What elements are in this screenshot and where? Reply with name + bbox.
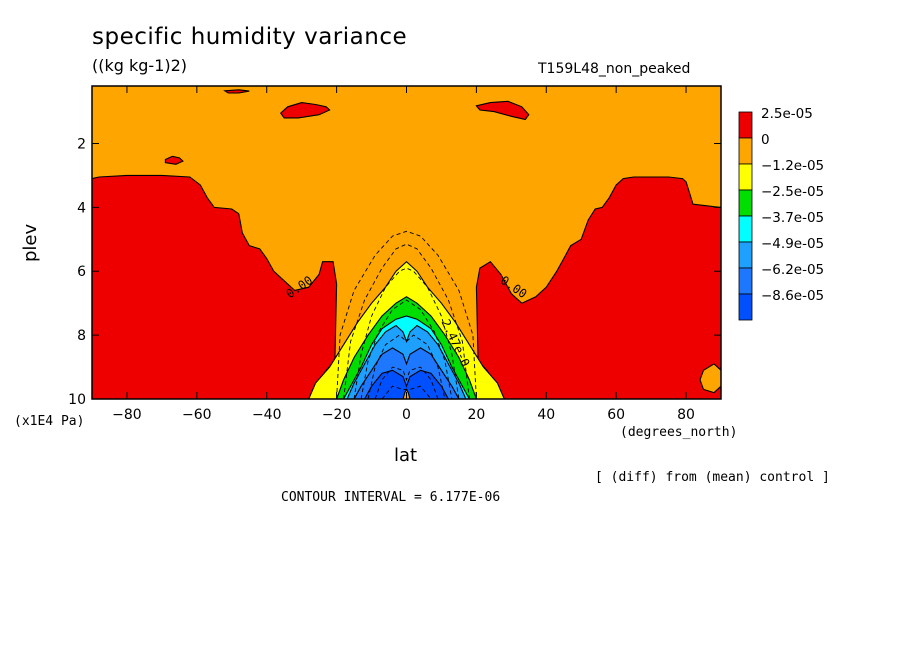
y-tick-label: 8	[77, 328, 86, 344]
y-tick-label: 10	[68, 392, 86, 408]
dashed-contour-0	[336, 230, 477, 399]
contour-region-positive-3	[475, 100, 530, 121]
x-tick-label: 60	[607, 407, 625, 423]
legend-label: 0	[761, 132, 770, 148]
contour-region-positive-13	[699, 363, 721, 394]
run-label: T159L48_non_peaked	[538, 61, 691, 77]
x-tick-label: −60	[182, 407, 212, 423]
x-tick-label: 20	[467, 407, 485, 423]
legend-label: −4.9e-05	[761, 236, 824, 252]
legend-label: −2.5e-05	[761, 184, 824, 200]
legend-swatch	[738, 215, 753, 243]
contour-interval: CONTOUR INTERVAL = 6.177E-06	[281, 490, 501, 505]
dashed-contour-2	[353, 267, 460, 399]
dashed-contour-4	[367, 334, 446, 399]
legend-swatch	[738, 189, 753, 217]
chart-units: ((kg kg-1)2)	[92, 56, 188, 75]
legend-label: −3.7e-05	[761, 210, 824, 226]
dashed-contour-6	[381, 385, 432, 399]
legend-label: 2.5e-05	[761, 106, 813, 122]
x-axis-label: lat	[394, 445, 418, 466]
dashed-contour-1	[343, 243, 470, 399]
y-axis-units: (x1E4 Pa)	[14, 414, 85, 429]
y-tick-label: 4	[77, 200, 86, 216]
contour-region-positive-1	[475, 176, 721, 399]
legend-swatch	[738, 293, 753, 321]
contour-region-positive-5	[223, 89, 250, 94]
x-tick-label: −20	[322, 407, 352, 423]
y-tick-label: 6	[77, 264, 86, 280]
x-tick-label: 0	[402, 407, 411, 423]
y-tick-label: 2	[77, 136, 86, 152]
legend-label: −6.2e-05	[761, 262, 824, 278]
legend-swatch	[738, 111, 753, 139]
legend-swatch	[738, 137, 753, 165]
contour-region-positive-4	[164, 155, 184, 165]
legend-swatch	[738, 267, 753, 295]
dashed-contour-3	[360, 299, 453, 399]
legend-swatch	[738, 241, 753, 269]
legend-swatch	[738, 163, 753, 191]
contour-region-positive-2	[279, 102, 331, 119]
dashed-contour-5	[374, 366, 439, 399]
x-tick-label: 80	[677, 407, 695, 423]
chart-title: specific humidity variance	[92, 24, 408, 50]
x-axis-units: (degrees_north)	[620, 425, 738, 440]
x-tick-label: −80	[112, 407, 142, 423]
x-tick-label: −40	[252, 407, 282, 423]
x-tick-label: 40	[537, 407, 555, 423]
diff-note: [ (diff) from (mean) control ]	[595, 470, 830, 485]
legend-label: −1.2e-05	[761, 158, 824, 174]
legend-label: −8.6e-05	[761, 288, 824, 304]
